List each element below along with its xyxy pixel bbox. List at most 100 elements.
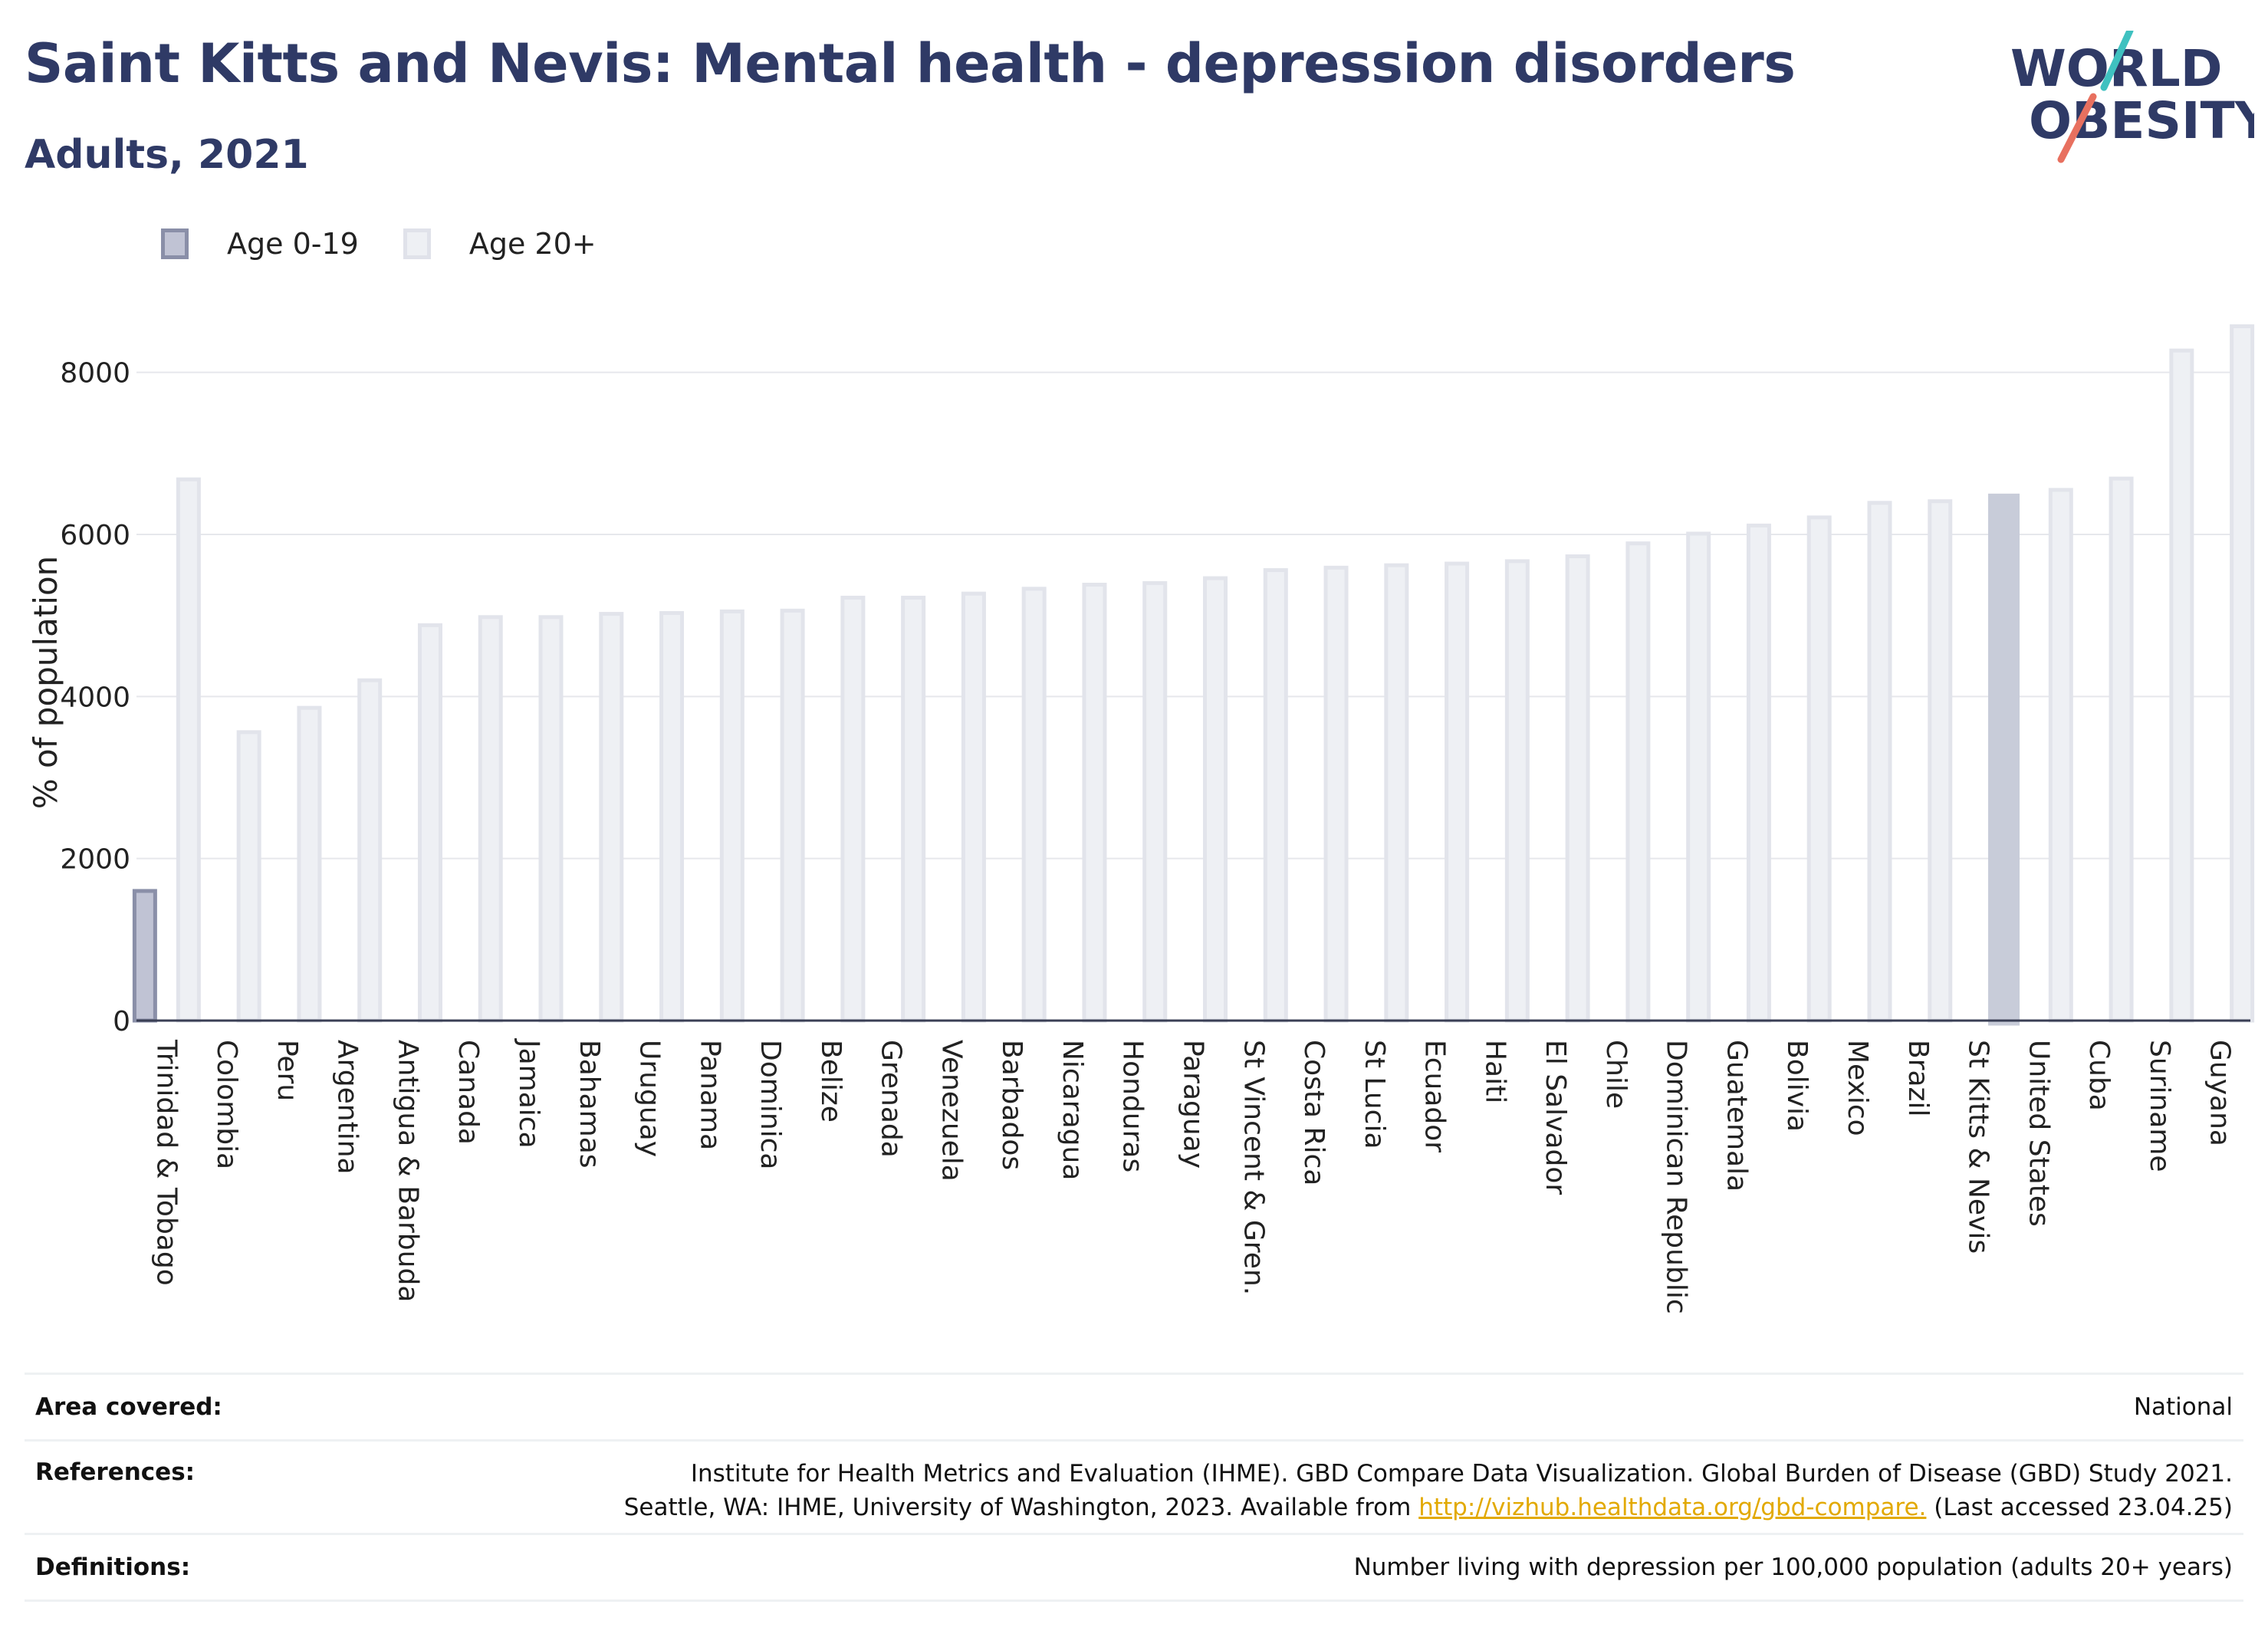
bar-age-20-plus[interactable] xyxy=(538,615,564,1023)
x-tick-label: Honduras xyxy=(1117,1040,1149,1172)
x-tick-label: Panama xyxy=(694,1040,725,1150)
x-tick-label: Mexico xyxy=(1842,1040,1873,1136)
x-tick-label: Canada xyxy=(452,1040,484,1145)
bar-chart: 0 2000 4000 6000 8000 Trinidad & Tobago Colom… xyxy=(27,324,2255,1314)
x-tick-label: Uruguay xyxy=(634,1040,666,1157)
x-tick-label: Paraguay xyxy=(1178,1040,1209,1169)
bar-age-20-plus[interactable] xyxy=(357,678,383,1023)
bar-age-20-plus[interactable] xyxy=(1867,501,1892,1023)
y-tick-label: 0 xyxy=(113,1006,130,1037)
y-axis-label: % of population xyxy=(27,556,64,810)
x-tick-label: Nicaragua xyxy=(1057,1040,1088,1180)
bar-age-20-plus[interactable] xyxy=(1504,559,1530,1023)
x-tick-label: Cuba xyxy=(2083,1040,2115,1111)
bar-age-20-plus[interactable] xyxy=(1384,563,1409,1023)
y-tick-label: 6000 xyxy=(60,520,130,551)
x-tick-label: Venezuela xyxy=(935,1040,967,1182)
legend-swatch-age-20-plus xyxy=(403,228,431,259)
x-tick-label: Dominica xyxy=(754,1040,786,1170)
x-tick-label: Chile xyxy=(1600,1040,1632,1109)
x-tick-label: Haiti xyxy=(1479,1040,1510,1103)
bar-age-20-plus[interactable] xyxy=(901,595,926,1023)
legend-item-age-20-plus[interactable]: Age 20+ xyxy=(403,227,597,261)
bar-age-20-plus[interactable] xyxy=(1082,583,1107,1023)
x-tick-label: Peru xyxy=(271,1040,303,1101)
bar-age-20-plus[interactable] xyxy=(961,591,986,1023)
y-axis-ticks: 0 2000 4000 6000 8000 xyxy=(60,358,130,1037)
bar-age-20-plus[interactable] xyxy=(659,610,685,1023)
bar-age-20-plus[interactable] xyxy=(1806,515,1832,1023)
y-tick-label: 4000 xyxy=(60,682,130,713)
x-tick-label: United States xyxy=(2023,1040,2054,1227)
bar-age-20-plus[interactable] xyxy=(1263,567,1288,1023)
x-tick-label: Trinidad & Tobago xyxy=(150,1039,182,1286)
legend-label-age-20-plus: Age 20+ xyxy=(468,227,597,261)
x-axis-ticks: Trinidad & Tobago Colombia Peru Argentina An… xyxy=(150,1038,2235,1314)
bar-age-20-plus[interactable] xyxy=(1142,580,1168,1023)
bar-age-20-plus[interactable] xyxy=(2048,488,2073,1023)
bar-age-20-plus[interactable] xyxy=(297,705,322,1023)
bars xyxy=(132,324,2255,1026)
x-tick-label: Guyana xyxy=(2204,1040,2236,1146)
bar-age-20-plus[interactable] xyxy=(1203,576,1228,1023)
x-tick-label: St Vincent & Gren. xyxy=(1238,1040,1269,1295)
logo-slash-coral xyxy=(2057,93,2097,163)
bar-age-20-plus[interactable] xyxy=(2109,476,2134,1023)
bar-age-20-plus[interactable] xyxy=(1686,531,1711,1023)
references-value: Institute for Health Metrics and Evaluat… xyxy=(624,1457,2243,1524)
chart-legend: Age 0-19 Age 20+ xyxy=(161,227,641,261)
bar-age-20-plus-highlight[interactable] xyxy=(1988,493,2020,1026)
bar-age-20-plus[interactable] xyxy=(2230,324,2255,1023)
definitions-label: Definitions: xyxy=(35,1553,191,1581)
bar-age-20-plus[interactable] xyxy=(1323,565,1349,1023)
references-label: References: xyxy=(35,1458,196,1486)
footer-row-area: Area covered: National xyxy=(25,1373,2243,1439)
x-tick-label: Brazil xyxy=(1902,1040,1934,1116)
x-tick-label: Colombia xyxy=(211,1040,242,1169)
x-tick-label: Belize xyxy=(815,1040,846,1123)
bar-age-20-plus[interactable] xyxy=(1565,554,1590,1023)
footer-row-references: References: Institute for Health Metrics… xyxy=(25,1439,2243,1533)
logo-text-world: WORLD xyxy=(2010,39,2223,98)
x-tick-label: El Salvador xyxy=(1540,1040,1571,1195)
bar-age-20-plus[interactable] xyxy=(478,615,503,1023)
bar-age-20-plus[interactable] xyxy=(1021,587,1047,1023)
bar-age-20-plus[interactable] xyxy=(840,595,866,1023)
x-tick-label: Barbados xyxy=(996,1040,1027,1170)
x-tick-label: Grenada xyxy=(876,1040,907,1158)
chart-subtitle: Adults, 2021 xyxy=(25,132,309,178)
bar-age-20-plus[interactable] xyxy=(1625,541,1651,1023)
chart-title: Saint Kitts and Nevis: Mental health - d… xyxy=(25,32,1796,95)
x-tick-label: Guatemala xyxy=(1721,1040,1752,1192)
bar-age-20-plus[interactable] xyxy=(599,612,624,1023)
bar-age-20-plus[interactable] xyxy=(1746,523,1771,1023)
world-obesity-logo: WORLD OBESITY xyxy=(2001,27,2268,169)
references-line1: Institute for Health Metrics and Evaluat… xyxy=(690,1460,2233,1488)
definitions-value: Number living with depression per 100,00… xyxy=(1353,1553,2233,1581)
logo-slash-teal xyxy=(2100,27,2134,91)
bar-age-20-plus[interactable] xyxy=(176,477,201,1023)
y-tick-label: 2000 xyxy=(60,844,130,876)
legend-swatch-age-0-19 xyxy=(161,228,189,259)
references-link[interactable]: http://vizhub.healthdata.org/gbd-compare… xyxy=(1418,1494,1927,1521)
chart-footer: Area covered: National References: Insti… xyxy=(25,1373,2243,1602)
x-tick-label: Jamaica xyxy=(513,1038,544,1149)
bar-age-0-19[interactable] xyxy=(132,889,157,1023)
references-line2-post: (Last accessed 23.04.25) xyxy=(1926,1494,2233,1521)
bar-age-20-plus[interactable] xyxy=(2169,348,2194,1023)
area-covered-label: Area covered: xyxy=(35,1393,222,1421)
x-tick-label: Suriname xyxy=(2144,1040,2175,1172)
bar-age-20-plus[interactable] xyxy=(1445,561,1470,1023)
bar-age-20-plus[interactable] xyxy=(719,609,744,1023)
bar-age-20-plus[interactable] xyxy=(1928,499,1953,1023)
footer-row-definitions: Definitions: Number living with depressi… xyxy=(25,1533,2243,1602)
x-tick-label: Bolivia xyxy=(1781,1040,1813,1132)
area-covered-value: National xyxy=(2133,1393,2233,1421)
y-tick-label: 8000 xyxy=(60,358,130,390)
x-tick-label: St Lucia xyxy=(1359,1040,1390,1149)
bar-age-20-plus[interactable] xyxy=(236,730,261,1023)
legend-item-age-0-19[interactable]: Age 0-19 xyxy=(161,227,359,261)
bar-age-20-plus[interactable] xyxy=(780,608,805,1023)
bar-age-20-plus[interactable] xyxy=(417,623,442,1023)
references-line2-pre: Seattle, WA: IHME, University of Washing… xyxy=(623,1494,1419,1521)
